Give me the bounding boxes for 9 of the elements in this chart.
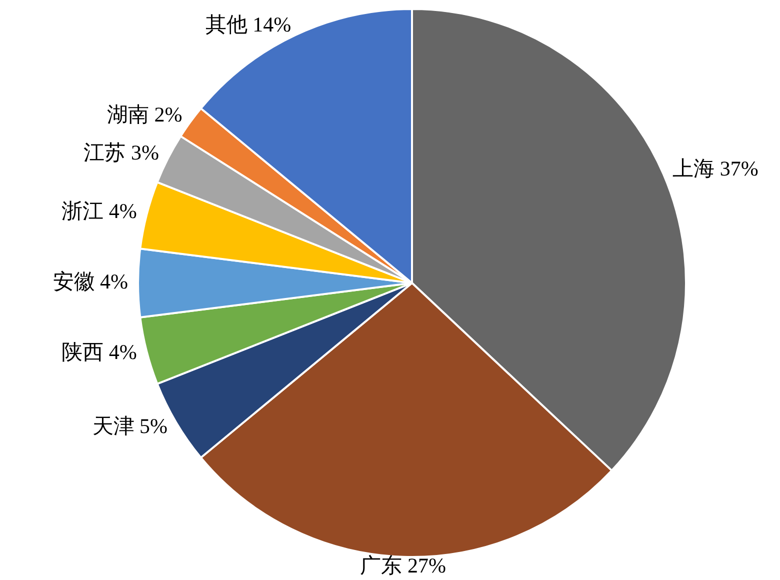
- slice-label: 广东 27%: [360, 553, 446, 578]
- slice-label: 湖南 2%: [106, 102, 182, 127]
- slice-label: 其他 14%: [205, 12, 292, 37]
- slice-label: 安徽 4%: [52, 270, 128, 294]
- slice-label: 上海 37%: [672, 156, 758, 181]
- slice-label: 江苏 3%: [84, 140, 159, 165]
- slice-label: 浙江 4%: [62, 198, 137, 223]
- slice-label: 天津 5%: [92, 414, 168, 438]
- slice-label: 陕西 4%: [62, 340, 137, 364]
